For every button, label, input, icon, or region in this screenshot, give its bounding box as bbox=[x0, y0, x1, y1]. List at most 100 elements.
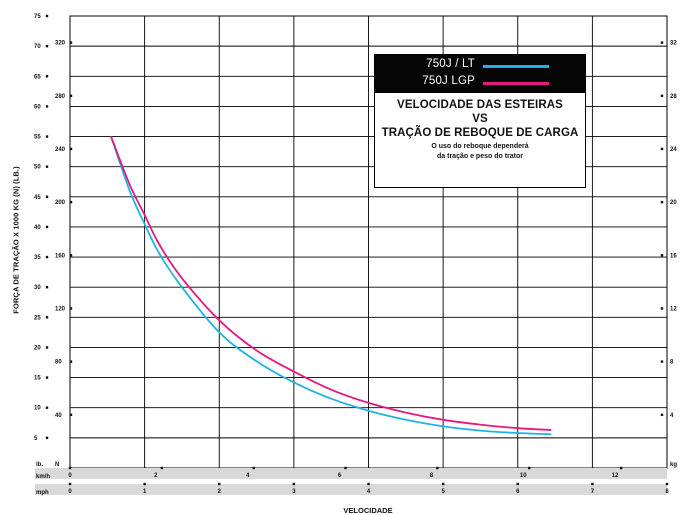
legend-title: VELOCIDADE DAS ESTEIRAS VS TRAÇÃO DE REB… bbox=[375, 98, 585, 140]
y-lb-dot-35 bbox=[45, 255, 49, 259]
x-mph-dot-4 bbox=[367, 482, 370, 486]
x-kmh-tick-0: 0 bbox=[68, 473, 72, 479]
legend-title-line-2: VS bbox=[472, 113, 488, 125]
x-mph-dot-3 bbox=[292, 482, 296, 486]
y-n-dot-160 bbox=[69, 254, 73, 257]
y-n-dot-240 bbox=[69, 147, 73, 151]
x-mph-dot-7 bbox=[591, 482, 594, 486]
y-axis-title-wrap: FORÇA DE TRAÇÃO X 1000 KG (N) (LB.) bbox=[6, 160, 26, 320]
y-lb-tick-50: 50 bbox=[34, 165, 41, 171]
x-mph-tick-6: 6 bbox=[516, 489, 520, 495]
y-n-tick-320: 320 bbox=[55, 41, 66, 47]
y-lb-tick-70: 70 bbox=[34, 44, 41, 50]
y-n-dot-280 bbox=[69, 94, 73, 97]
y-lb-unit: lb. bbox=[36, 462, 43, 468]
y-lb-dot-40 bbox=[45, 225, 49, 229]
legend-label-lt: 750J / LT bbox=[426, 58, 475, 70]
series-line-1 bbox=[110, 136, 552, 431]
x-mph-dot-1 bbox=[143, 482, 146, 486]
y-n-tick-120: 120 bbox=[55, 306, 66, 312]
y-n-tick-40: 40 bbox=[55, 413, 62, 419]
y-kg-tick-28: 28 bbox=[670, 94, 677, 100]
legend-entry-lgp: 750J LGP bbox=[375, 75, 585, 91]
x-kmh-tick-10: 10 bbox=[520, 473, 527, 479]
y-kg-dot-4 bbox=[660, 413, 664, 417]
x-mph-dot-2 bbox=[218, 482, 221, 486]
legend-swatch-lt bbox=[483, 65, 549, 68]
y-lb-dot-15 bbox=[45, 376, 49, 379]
y-lb-dot-30 bbox=[45, 286, 49, 289]
y-lb-tick-15: 15 bbox=[34, 376, 41, 382]
y-n-dot-200 bbox=[69, 200, 73, 204]
x-mph-tick-2: 2 bbox=[218, 489, 222, 495]
y-lb-dot-25 bbox=[45, 316, 49, 319]
y-lb-dot-50 bbox=[45, 165, 49, 168]
y-kg-tick-16: 16 bbox=[670, 253, 677, 259]
y-lb-tick-60: 60 bbox=[34, 104, 41, 110]
y-kg-tick-4: 4 bbox=[670, 413, 674, 419]
y-n-tick-160: 160 bbox=[55, 253, 66, 259]
y-kg-tick-12: 12 bbox=[670, 306, 677, 312]
x-kmh-dot-4 bbox=[252, 466, 255, 470]
legend-swatch-lgp bbox=[483, 82, 549, 85]
series-group bbox=[110, 136, 552, 436]
x-mph-tick-8: 8 bbox=[665, 489, 669, 495]
legend-header: 750J / LT 750J LGP bbox=[375, 55, 585, 93]
x-mph-tick-0: 0 bbox=[68, 489, 72, 495]
x-mph-tick-7: 7 bbox=[591, 489, 595, 495]
y-n-tick-80: 80 bbox=[55, 360, 62, 366]
y-n-dot-120 bbox=[69, 307, 73, 310]
x-axis-bands bbox=[35, 468, 667, 495]
x-mph-dot-5 bbox=[441, 482, 445, 486]
x-kmh-tick-2: 2 bbox=[154, 473, 158, 479]
x-kmh-dot-8 bbox=[436, 466, 439, 470]
y-lb-tick-30: 30 bbox=[34, 285, 41, 291]
kmh-band bbox=[35, 468, 667, 479]
y-n-dot-40 bbox=[69, 413, 73, 417]
x-kmh-dot-0 bbox=[68, 466, 72, 470]
y-axis-title: FORÇA DE TRAÇÃO X 1000 KG (N) (LB.) bbox=[11, 166, 21, 314]
y-lb-dot-75 bbox=[45, 14, 49, 18]
y-kg-tick-32: 32 bbox=[670, 41, 677, 47]
grid bbox=[70, 16, 667, 468]
y-kg-unit: kg bbox=[670, 462, 677, 468]
x-mph-tick-3: 3 bbox=[292, 489, 296, 495]
y-lb-tick-65: 65 bbox=[34, 74, 41, 80]
y-kg-dot-8 bbox=[660, 360, 664, 363]
legend-box: 750J / LT 750J LGP VELOCIDADE DAS ESTEIR… bbox=[374, 54, 586, 188]
y-lb-dot-70 bbox=[45, 44, 49, 48]
x-mph-tick-1: 1 bbox=[143, 489, 147, 495]
y-lb-dot-60 bbox=[45, 105, 49, 108]
y-n-tick-280: 280 bbox=[55, 94, 66, 100]
y-lb-dot-55 bbox=[45, 135, 49, 138]
legend-label-lgp: 750J LGP bbox=[422, 75, 475, 87]
x-kmh-tick-12: 12 bbox=[612, 473, 619, 479]
x-kmh-unit: km/h bbox=[36, 474, 50, 480]
x-mph-unit: mph bbox=[36, 490, 49, 496]
legend-title-line-3: TRAÇÃO DE REBOQUE DE CARGA bbox=[381, 127, 579, 139]
x-kmh-dot-12 bbox=[619, 466, 623, 470]
y-lb-dot-65 bbox=[45, 75, 49, 78]
mph-band bbox=[35, 484, 667, 495]
y-kg-tick-20: 20 bbox=[670, 200, 677, 206]
y-lb-tick-25: 25 bbox=[34, 315, 41, 321]
y-lb-tick-20: 20 bbox=[34, 345, 41, 351]
y-lb-tick-45: 45 bbox=[34, 195, 41, 201]
y-lb-dot-45 bbox=[45, 195, 49, 198]
x-kmh-dot-6 bbox=[344, 466, 347, 470]
y-kg-dot-20 bbox=[660, 200, 664, 204]
legend-entry-lt: 750J / LT bbox=[375, 58, 585, 74]
legend-note-line-1: O uso do reboque dependerá bbox=[431, 143, 529, 150]
x-kmh-dot-10 bbox=[528, 466, 531, 470]
y-kg-tick-8: 8 bbox=[670, 360, 674, 366]
x-mph-dot-0 bbox=[68, 482, 72, 486]
y-lb-tick-55: 55 bbox=[34, 135, 41, 141]
y-lb-tick-5: 5 bbox=[34, 436, 38, 442]
x-kmh-tick-6: 6 bbox=[338, 473, 342, 479]
x-kmh-tick-4: 4 bbox=[246, 473, 250, 479]
x-mph-tick-5: 5 bbox=[441, 489, 445, 495]
x-mph-dot-6 bbox=[516, 482, 519, 486]
y-lb-dot-5 bbox=[45, 436, 49, 440]
y-kg-tick-24: 24 bbox=[670, 147, 677, 153]
y-n-unit: N bbox=[55, 462, 59, 468]
